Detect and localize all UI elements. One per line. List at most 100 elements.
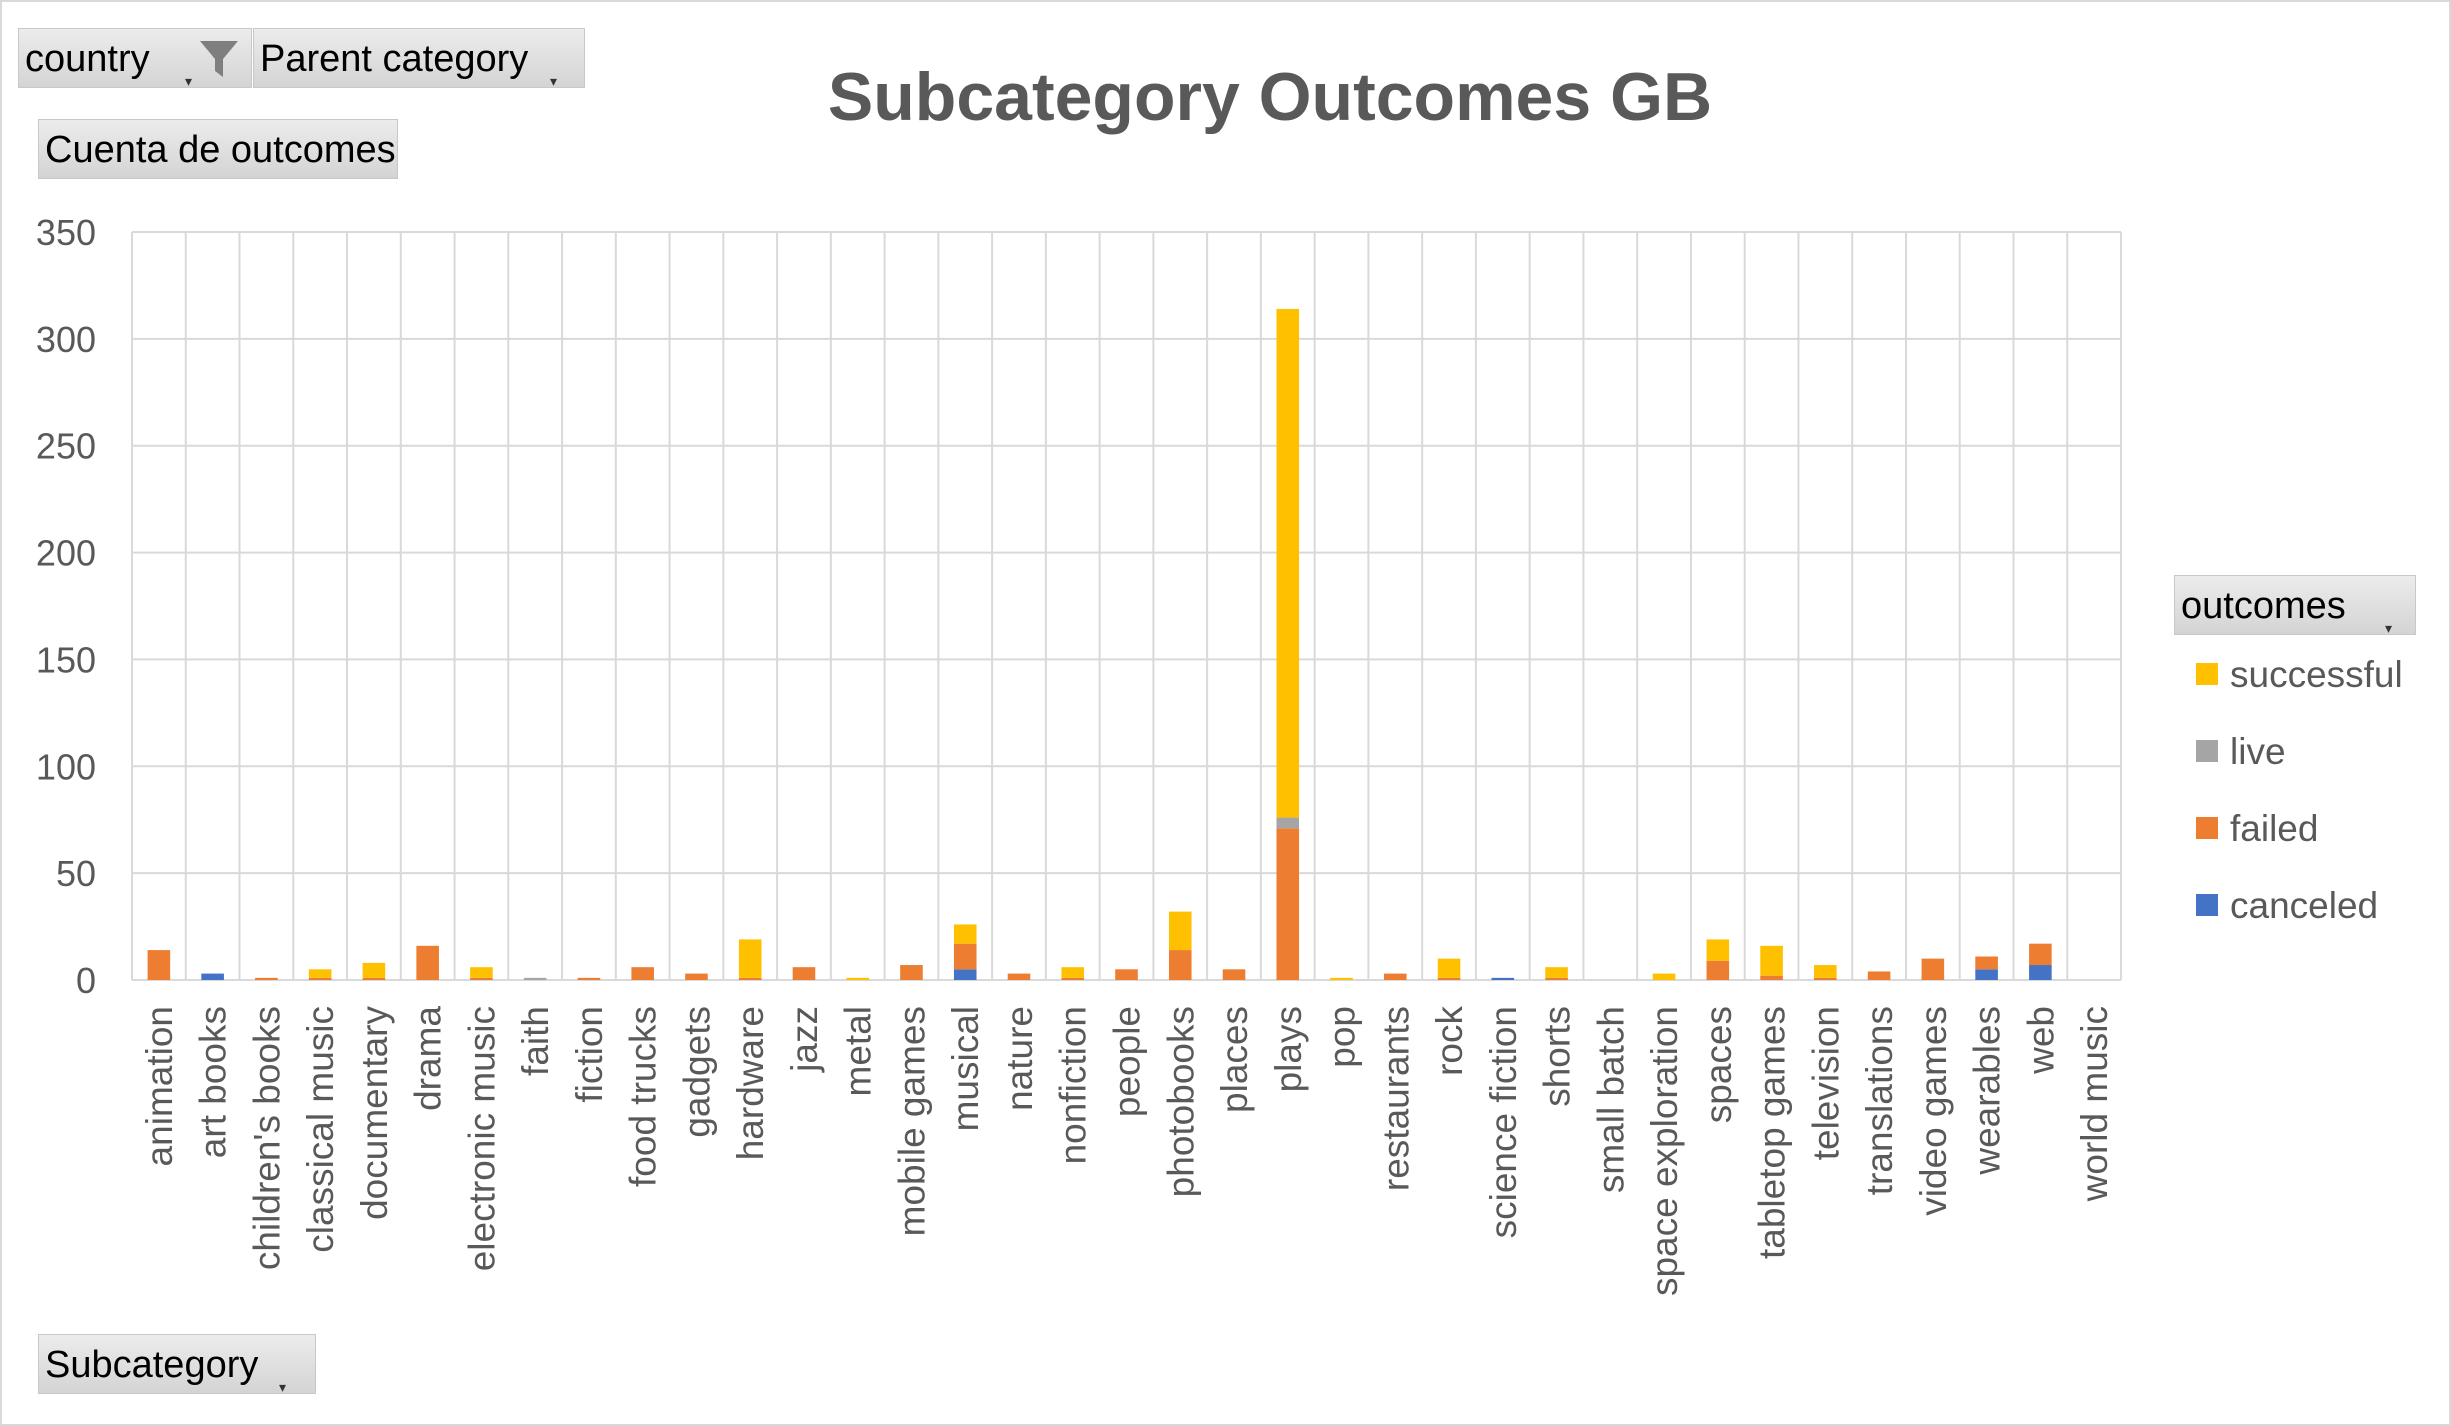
x-tick-label: fiction <box>569 1006 610 1103</box>
x-tick-label: places <box>1214 1006 1255 1113</box>
bar-successful <box>308 969 332 978</box>
legend-item-successful: successful <box>2196 650 2403 700</box>
legend-label-failed: failed <box>2230 808 2319 849</box>
bar-live <box>523 977 547 980</box>
y-tick-label: 250 <box>36 426 96 467</box>
x-tick-label: television <box>1805 1006 1846 1160</box>
x-tick-label: science fiction <box>1483 1006 1524 1238</box>
legend-label-successful: successful <box>2230 654 2403 695</box>
y-tick-label: 100 <box>36 746 96 787</box>
x-tick-label: classical music <box>300 1006 341 1253</box>
bar-failed <box>147 950 171 980</box>
y-tick-label: 300 <box>36 319 96 360</box>
outcomes-legend-label: outcomes <box>2181 585 2346 627</box>
y-tick-label: 50 <box>56 853 96 894</box>
parent-category-filter-button[interactable]: Parent category ▾ <box>253 28 585 89</box>
bar-failed <box>1706 960 1730 980</box>
bar-canceled <box>2029 965 2052 980</box>
bar-failed <box>255 977 278 980</box>
country-filter-button[interactable]: country ▾ <box>18 28 252 89</box>
bar-failed <box>1814 977 1837 980</box>
bar-failed <box>1168 950 1192 980</box>
x-tick-label: faith <box>515 1006 556 1076</box>
bar-canceled <box>953 969 977 980</box>
legend-label-canceled: canceled <box>2230 885 2379 926</box>
bar-successful <box>1814 965 1837 978</box>
x-tick-label: web <box>2020 1006 2061 1075</box>
dropdown-arrow-icon[interactable]: ▾ <box>279 1379 287 1395</box>
bar-failed <box>2029 943 2052 966</box>
chart-title: Subcategory Outcomes GB <box>827 59 1713 135</box>
bar-failed <box>1222 969 1246 980</box>
bar-failed <box>1115 969 1138 980</box>
x-tick-label: documentary <box>354 1006 395 1220</box>
x-tick-label: metal <box>838 1006 879 1096</box>
x-tick-label: space exploration <box>1644 1006 1685 1296</box>
x-tick-label: electronic music <box>461 1006 502 1271</box>
bar-failed <box>738 977 762 980</box>
y-tick-label: 350 <box>36 212 96 253</box>
y-tick-label: 200 <box>36 533 96 574</box>
bar-successful <box>1652 973 1676 980</box>
bar-failed <box>792 967 816 980</box>
bar-successful <box>1545 967 1568 978</box>
bar-failed <box>362 977 386 980</box>
x-tick-label: children's books <box>246 1006 287 1270</box>
bar-failed <box>1921 958 1945 980</box>
bar-successful <box>362 962 386 978</box>
x-tick-label: musical <box>945 1006 986 1131</box>
x-tick-label: spaces <box>1698 1006 1739 1123</box>
values-field-label: Cuenta de outcomes <box>45 129 396 171</box>
parent-category-filter-label: Parent category <box>260 38 529 80</box>
outcomes-legend-button[interactable]: outcomes ▾ <box>2174 575 2416 636</box>
subcategory-axis-button[interactable]: Subcategory ▾ <box>38 1334 316 1395</box>
bar-successful <box>846 977 870 980</box>
bar-failed <box>1867 971 1891 980</box>
bar-failed <box>1545 977 1568 980</box>
bar-successful <box>1061 967 1085 978</box>
y-tick-label: 0 <box>76 960 96 1001</box>
bar-successful <box>470 967 493 978</box>
x-tick-label: video games <box>1913 1006 1954 1216</box>
dropdown-arrow-icon[interactable]: ▾ <box>550 73 558 89</box>
legend-swatch-successful <box>2196 663 2218 686</box>
bar-canceled <box>1491 977 1515 980</box>
x-tick-label: rock <box>1429 1006 1470 1076</box>
x-tick-label: world music <box>2074 1006 2115 1202</box>
bar-failed <box>1276 828 1300 980</box>
bar-failed <box>900 965 923 980</box>
bar-canceled <box>201 973 224 980</box>
bar-failed <box>416 945 439 980</box>
x-tick-label: small batch <box>1590 1006 1631 1193</box>
bar-failed <box>685 973 708 980</box>
x-tick-label: hardware <box>730 1006 771 1160</box>
bar-failed <box>1383 973 1407 980</box>
subcategory-axis-label: Subcategory <box>45 1344 259 1386</box>
bar-failed <box>1061 977 1085 980</box>
values-field-button[interactable]: Cuenta de outcomes <box>38 119 398 179</box>
x-tick-label: restaurants <box>1375 1006 1416 1191</box>
x-tick-label: jazz <box>784 1006 825 1073</box>
x-tick-label: wearables <box>1967 1006 2008 1176</box>
y-tick-label: 150 <box>36 639 96 680</box>
x-tick-label: mobile games <box>891 1006 932 1236</box>
bar-failed <box>470 977 493 980</box>
dropdown-arrow-icon[interactable]: ▾ <box>2385 620 2393 636</box>
bar-canceled <box>1975 969 1998 980</box>
country-filter-label: country <box>25 38 150 80</box>
bar-successful <box>1760 945 1783 976</box>
filter-funnel-icon <box>200 41 238 77</box>
bar-failed <box>308 977 332 980</box>
bar-successful <box>738 939 762 978</box>
bar-failed <box>1437 977 1461 980</box>
bar-successful <box>1168 911 1192 951</box>
legend-swatch-canceled <box>2196 894 2218 917</box>
bar-successful <box>1330 977 1353 980</box>
x-tick-label: art books <box>193 1006 234 1158</box>
legend-swatch-failed <box>2196 817 2218 840</box>
dropdown-arrow-icon[interactable]: ▾ <box>185 73 193 89</box>
legend-swatch-live <box>2196 740 2218 763</box>
x-tick-label: nonfiction <box>1053 1006 1094 1164</box>
